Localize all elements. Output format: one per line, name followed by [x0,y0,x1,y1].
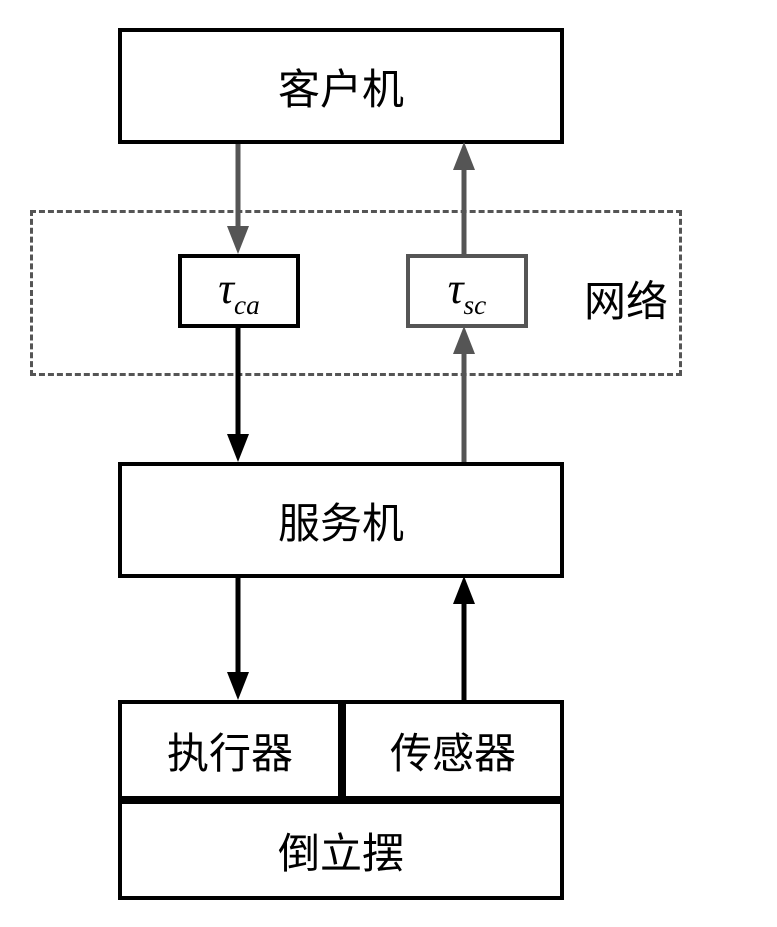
arrow-server-to-actuator [223,576,253,702]
tau-ca-box: τca [178,254,300,328]
pendulum-label: 倒立摆 [278,820,404,881]
sensor-box: 传感器 [342,700,564,800]
actuator-box: 执行器 [118,700,342,800]
client-label: 客户机 [278,56,404,117]
actuator-label: 执行器 [167,720,293,781]
server-box: 服务机 [118,462,564,578]
pendulum-box: 倒立摆 [118,800,564,900]
tau-sc-box: τsc [406,254,528,328]
tau-ca-label: τca [218,263,260,320]
network-label: 网络 [584,268,668,329]
tau-sc-label: τsc [448,263,486,320]
server-label: 服务机 [278,490,404,551]
sensor-label: 传感器 [390,720,516,781]
arrow-sensor-to-server [449,576,479,702]
client-box: 客户机 [118,28,564,144]
